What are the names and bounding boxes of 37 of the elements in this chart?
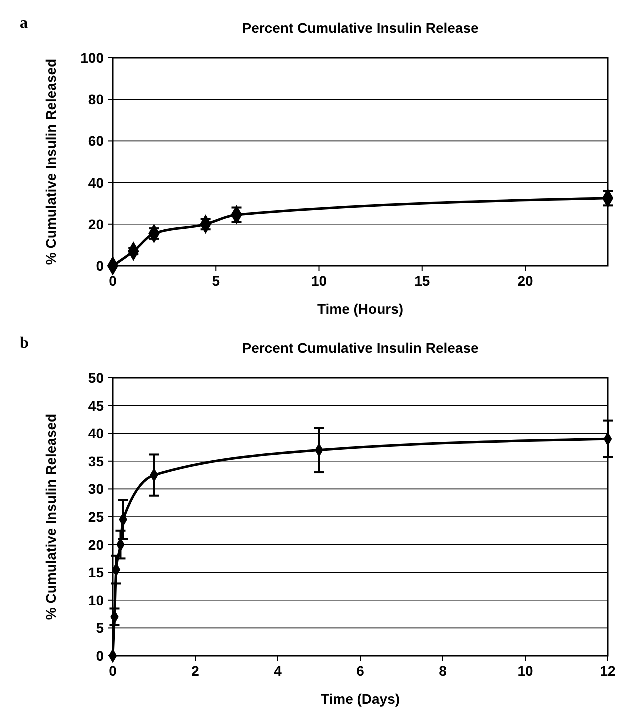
x-tick-label: 10 — [518, 663, 534, 679]
x-tick-label: 0 — [109, 273, 118, 289]
y-tick-label: 80 — [88, 92, 104, 108]
x-tick-label: 20 — [518, 273, 534, 289]
y-tick-label: 20 — [88, 216, 104, 232]
y-axis-title: % Cumulative Insulin Released — [43, 414, 59, 620]
y-tick-label: 0 — [96, 648, 104, 664]
x-tick-label: 5 — [212, 273, 220, 289]
x-axis-title: Time (Days) — [320, 691, 400, 707]
x-tick-label: 4 — [274, 663, 282, 679]
y-tick-label: 50 — [88, 370, 104, 386]
x-tick-label: 12 — [600, 663, 616, 679]
y-tick-label: 20 — [88, 536, 104, 553]
y-tick-label: 40 — [88, 174, 104, 191]
y-tick-label: 45 — [88, 398, 104, 414]
y-tick-label: 25 — [88, 509, 104, 525]
y-tick-label: 5 — [96, 620, 104, 636]
x-tick-label: 0 — [109, 663, 118, 679]
y-tick-label: 15 — [88, 564, 104, 581]
y-tick-label: 10 — [88, 592, 104, 608]
chart-title: Percent Cumulative Insulin Release — [242, 340, 479, 356]
text: b — [20, 335, 29, 352]
text: a — [20, 15, 28, 32]
y-tick-label: 100 — [80, 50, 104, 66]
y-tick-label: 0 — [96, 258, 104, 274]
x-tick-label: 6 — [356, 663, 365, 679]
chart-title: Percent Cumulative Insulin Release — [242, 20, 479, 36]
y-tick-label: 60 — [88, 133, 104, 150]
y-tick-label: 30 — [88, 481, 104, 498]
y-axis-title: % Cumulative Insulin Released — [43, 58, 59, 266]
x-tick-label: 2 — [192, 663, 200, 679]
x-tick-label: 15 — [414, 273, 430, 289]
x-tick-label: 10 — [311, 273, 328, 289]
y-tick-label: 40 — [88, 426, 104, 442]
y-tick-label: 35 — [88, 453, 104, 470]
x-axis-title: Time (Hours) — [317, 301, 404, 317]
x-tick-label: 8 — [439, 663, 448, 679]
